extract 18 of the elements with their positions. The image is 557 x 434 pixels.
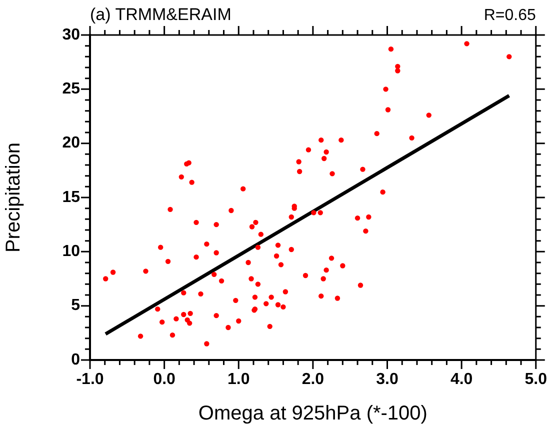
- y-tick-label: 15: [62, 188, 80, 206]
- y-tick-label: 10: [62, 243, 80, 260]
- chart-title: (a) TRMM&ERAIM: [90, 5, 232, 24]
- x-tick-label: 0.0: [153, 371, 176, 388]
- y-tick-label: 20: [62, 134, 80, 152]
- x-tick-label: 1.0: [228, 371, 250, 388]
- x-tick-label: 5.0: [524, 371, 548, 388]
- y-axis-title: Precipitation: [2, 142, 25, 253]
- y-tick-label: 0: [71, 351, 80, 368]
- x-axis-title: Omega at 925hPa (*-100): [198, 402, 428, 425]
- x-tick-label: 3.0: [376, 371, 398, 388]
- text: R=0.65: [484, 7, 536, 24]
- x-tick-label: 2.0: [302, 371, 324, 388]
- y-tick-label: 25: [62, 80, 80, 98]
- x-tick-label: 4.0: [450, 371, 473, 388]
- x-tick-label: -1.0: [76, 371, 104, 388]
- y-tick-label: 5: [71, 297, 80, 314]
- y-tick-label: 30: [62, 26, 80, 44]
